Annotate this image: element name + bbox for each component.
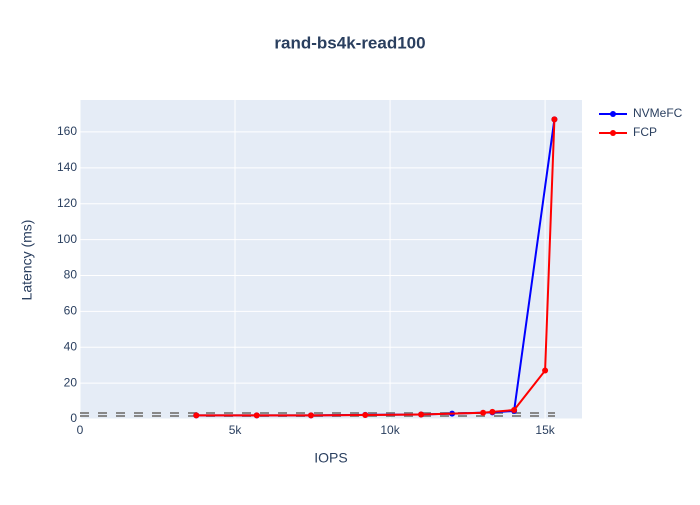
data-point — [308, 412, 315, 419]
data-point — [362, 412, 369, 419]
legend-marker — [610, 130, 616, 136]
series-group — [193, 116, 558, 419]
y-tick-label: 0 — [70, 411, 77, 425]
x-tick-label: 10k — [380, 423, 400, 437]
x-tick-label: 15k — [535, 423, 555, 437]
x-tick-label: 0 — [77, 423, 84, 437]
legend-label: FCP — [633, 125, 657, 139]
y-tick-label: 60 — [64, 304, 78, 318]
y-tick-label: 140 — [57, 160, 77, 174]
y-tick-label: 160 — [57, 124, 77, 138]
y-axis-label: Latency (ms) — [19, 220, 35, 301]
series-line — [196, 119, 556, 417]
data-point — [551, 116, 558, 123]
y-tick-label: 100 — [57, 232, 77, 246]
data-point — [511, 407, 518, 414]
y-tick-label: 40 — [64, 339, 78, 353]
data-point — [193, 412, 200, 419]
x-tick-label: 5k — [229, 423, 243, 437]
y-tick-label: 120 — [57, 196, 77, 210]
plot-area — [80, 100, 582, 419]
data-point — [253, 412, 260, 419]
data-point — [480, 409, 487, 416]
legend-label: NVMeFC — [633, 106, 683, 120]
x-axis-label: IOPS — [314, 450, 347, 466]
y-tick-label: 20 — [64, 375, 78, 389]
y-tick-label: 80 — [64, 268, 78, 282]
data-point — [489, 408, 496, 415]
data-point — [418, 411, 425, 418]
chart-title: rand-bs4k-read100 — [274, 33, 425, 52]
data-point — [542, 367, 549, 374]
legend-marker — [610, 111, 616, 117]
